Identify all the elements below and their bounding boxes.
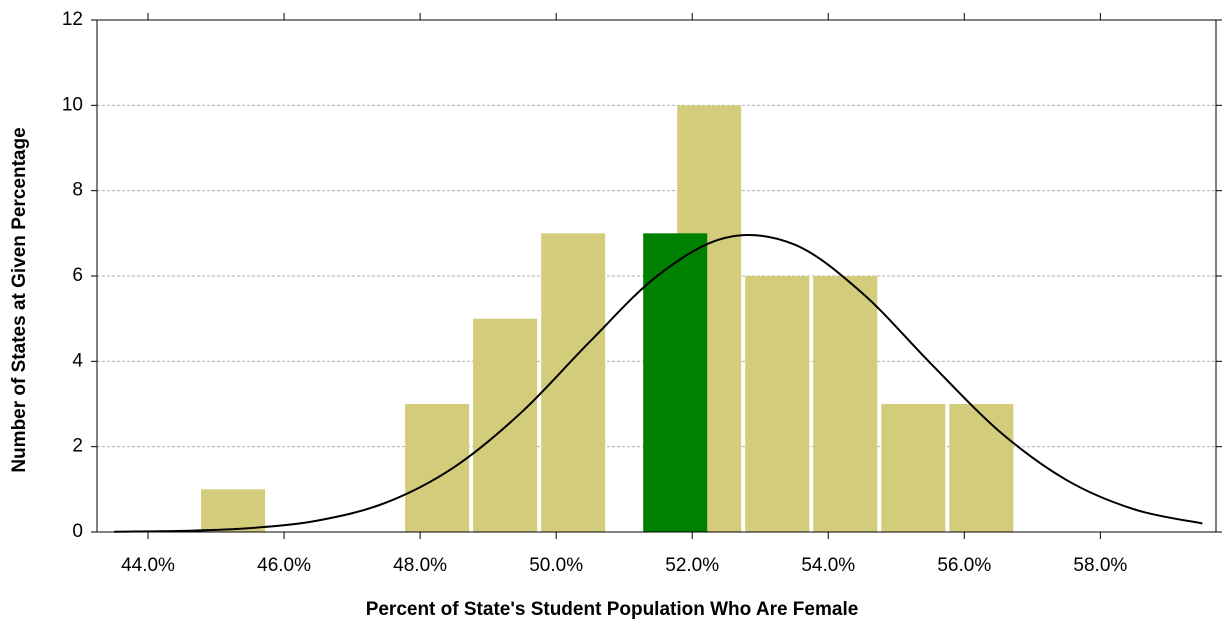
x-tick-label: 58.0%	[1073, 555, 1127, 576]
y-axis-label: Number of States at Given Percentage	[9, 127, 30, 472]
x-tick-label: 48.0%	[393, 555, 447, 576]
x-tick-label: 46.0%	[257, 555, 311, 576]
bar	[745, 276, 810, 532]
x-tick-label: 52.0%	[665, 555, 719, 576]
plot-frame	[96, 19, 1217, 533]
y-tick-label: 8	[72, 180, 83, 201]
x-tick-label: 44.0%	[121, 555, 175, 576]
y-tick-label: 0	[72, 521, 83, 542]
y-tick-label: 4	[72, 350, 83, 371]
bar	[813, 276, 878, 532]
bar	[949, 404, 1014, 532]
y-tick-label: 12	[62, 9, 83, 30]
x-axis-label: Percent of State's Student Population Wh…	[366, 599, 859, 620]
x-tick-label: 56.0%	[937, 555, 991, 576]
y-tick-label: 6	[72, 265, 83, 286]
bar	[201, 489, 266, 532]
bar	[405, 404, 470, 532]
x-tick-label: 50.0%	[529, 555, 583, 576]
bar	[473, 318, 538, 532]
normal-curve	[113, 234, 1203, 533]
x-tick-label: 54.0%	[801, 555, 855, 576]
highlight-bar	[643, 233, 708, 533]
bar	[881, 404, 946, 532]
y-tick-label: 10	[62, 94, 83, 115]
y-tick-label: 2	[72, 436, 83, 457]
